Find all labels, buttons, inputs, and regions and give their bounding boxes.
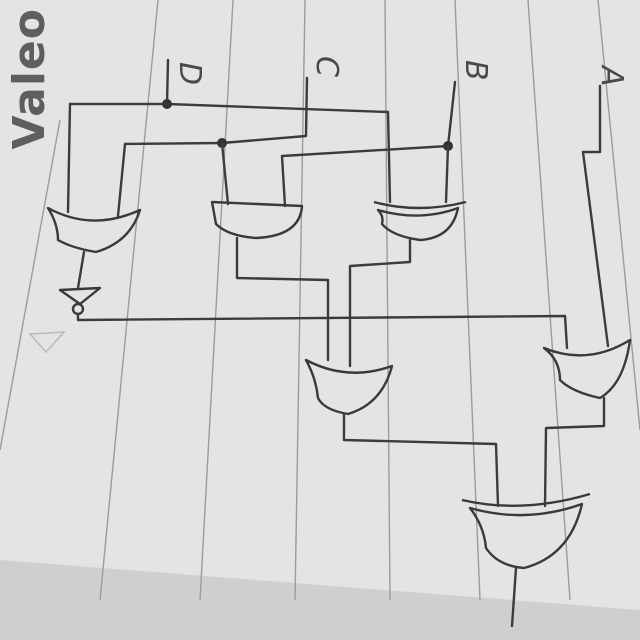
input-label-b: B — [458, 60, 493, 81]
gate-input-wires — [66, 102, 450, 218]
input-label-a: A — [594, 64, 629, 87]
erased-sketch — [28, 331, 66, 354]
brand-logo-text: Valeo — [4, 8, 55, 150]
input-label-c: C — [309, 56, 344, 77]
not-gate-4 — [58, 286, 102, 306]
paper-shadow — [0, 560, 640, 640]
junction-dot — [162, 99, 172, 109]
and-gate-2 — [210, 200, 304, 240]
ruled-lines — [0, 0, 640, 601]
or-gate-5 — [304, 358, 394, 416]
or-gate-1 — [46, 206, 142, 254]
input-label-d: D — [172, 62, 207, 85]
xor-gate-7 — [468, 502, 584, 570]
or-gate-6 — [542, 338, 632, 400]
xor-extra-curve — [461, 492, 591, 507]
circuit-output-wire — [510, 566, 518, 628]
xor-gate-3 — [376, 206, 460, 242]
xor-extra-curve — [373, 200, 467, 210]
